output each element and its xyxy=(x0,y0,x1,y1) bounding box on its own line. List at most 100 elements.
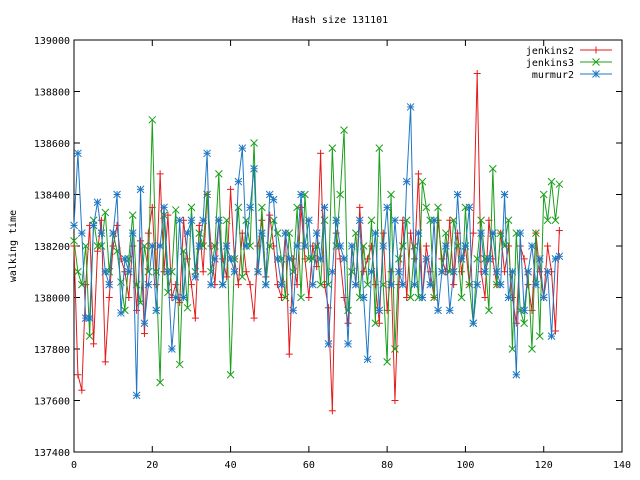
data-point xyxy=(187,216,196,225)
data-point xyxy=(171,293,180,302)
data-point xyxy=(449,267,458,276)
data-point xyxy=(547,332,556,340)
data-point xyxy=(156,170,164,178)
data-point xyxy=(144,280,153,289)
data-point xyxy=(336,242,345,250)
x-tick-label: 100 xyxy=(456,460,474,471)
data-point xyxy=(125,294,133,301)
data-point xyxy=(355,216,364,225)
data-point xyxy=(324,280,333,289)
data-point xyxy=(535,255,544,263)
data-point xyxy=(344,339,352,348)
data-point xyxy=(351,229,360,237)
data-point xyxy=(469,229,477,237)
data-point xyxy=(140,319,149,328)
data-point xyxy=(144,267,153,276)
data-point xyxy=(442,242,450,250)
data-point xyxy=(81,242,90,250)
data-point xyxy=(543,267,552,276)
x-tick-label: 120 xyxy=(535,460,553,471)
y-axis: 137400 137600 137800 138000 138200 138400 1386… xyxy=(34,36,622,459)
data-point xyxy=(402,216,411,225)
data-point xyxy=(528,242,536,250)
data-point xyxy=(113,190,121,199)
data-point xyxy=(195,242,204,250)
data-point xyxy=(128,211,137,219)
data-point xyxy=(520,319,528,328)
data-point xyxy=(117,309,125,317)
data-point xyxy=(297,190,305,199)
data-point xyxy=(501,268,509,276)
series-jenkins2 xyxy=(70,69,563,415)
data-point xyxy=(387,280,395,289)
data-point xyxy=(93,242,102,250)
data-point xyxy=(136,185,145,194)
data-point xyxy=(250,164,258,173)
data-point xyxy=(265,190,274,199)
data-point xyxy=(101,358,109,366)
data-point xyxy=(371,229,380,237)
data-point xyxy=(183,303,192,312)
data-point xyxy=(481,294,489,301)
x-tick-label: 140 xyxy=(613,460,631,471)
data-point xyxy=(391,397,399,404)
data-point xyxy=(277,294,285,301)
series-layer xyxy=(70,69,564,415)
data-point xyxy=(508,267,517,276)
data-point xyxy=(214,170,223,178)
data-point xyxy=(242,242,251,250)
data-point xyxy=(207,242,215,250)
data-point xyxy=(446,216,454,224)
data-point xyxy=(403,294,411,301)
data-point xyxy=(191,314,199,322)
data-point xyxy=(398,280,407,289)
data-point xyxy=(532,229,540,237)
data-point xyxy=(82,281,90,289)
data-point xyxy=(418,293,427,302)
x-tick-label: 80 xyxy=(381,460,393,471)
data-point xyxy=(391,345,399,353)
data-point xyxy=(356,203,364,211)
data-point xyxy=(230,267,239,276)
data-point xyxy=(348,242,356,250)
data-point xyxy=(543,216,552,225)
data-point xyxy=(199,268,207,276)
data-point xyxy=(234,281,242,289)
data-point xyxy=(317,149,325,157)
data-point xyxy=(70,221,78,230)
data-point xyxy=(504,216,513,225)
data-point xyxy=(496,280,505,289)
data-point xyxy=(375,144,384,153)
data-point xyxy=(218,280,227,289)
data-point xyxy=(74,371,82,379)
data-point xyxy=(461,242,470,250)
data-point xyxy=(555,180,564,189)
legend-marker xyxy=(592,46,600,54)
data-point xyxy=(528,345,536,353)
data-point xyxy=(555,252,564,261)
x-tick-label: 40 xyxy=(225,460,237,471)
data-point xyxy=(363,280,372,289)
data-point xyxy=(222,216,231,225)
data-point xyxy=(250,314,258,322)
data-point xyxy=(238,144,247,153)
data-point xyxy=(238,273,247,281)
data-point xyxy=(78,386,86,394)
data-point xyxy=(230,255,239,263)
legend-label: murmur2 xyxy=(532,70,574,81)
data-point xyxy=(195,221,203,229)
data-point xyxy=(328,267,337,276)
data-point xyxy=(227,185,235,193)
data-point xyxy=(422,255,431,263)
data-point xyxy=(77,229,86,237)
y-tick-label: 138800 xyxy=(34,88,70,99)
data-point xyxy=(371,319,380,328)
data-point xyxy=(101,267,110,276)
data-point xyxy=(395,255,403,263)
data-point xyxy=(81,314,90,322)
data-point xyxy=(97,229,106,237)
data-point xyxy=(344,306,352,315)
data-point xyxy=(285,350,293,358)
data-point xyxy=(434,203,442,212)
data-point xyxy=(387,190,395,199)
